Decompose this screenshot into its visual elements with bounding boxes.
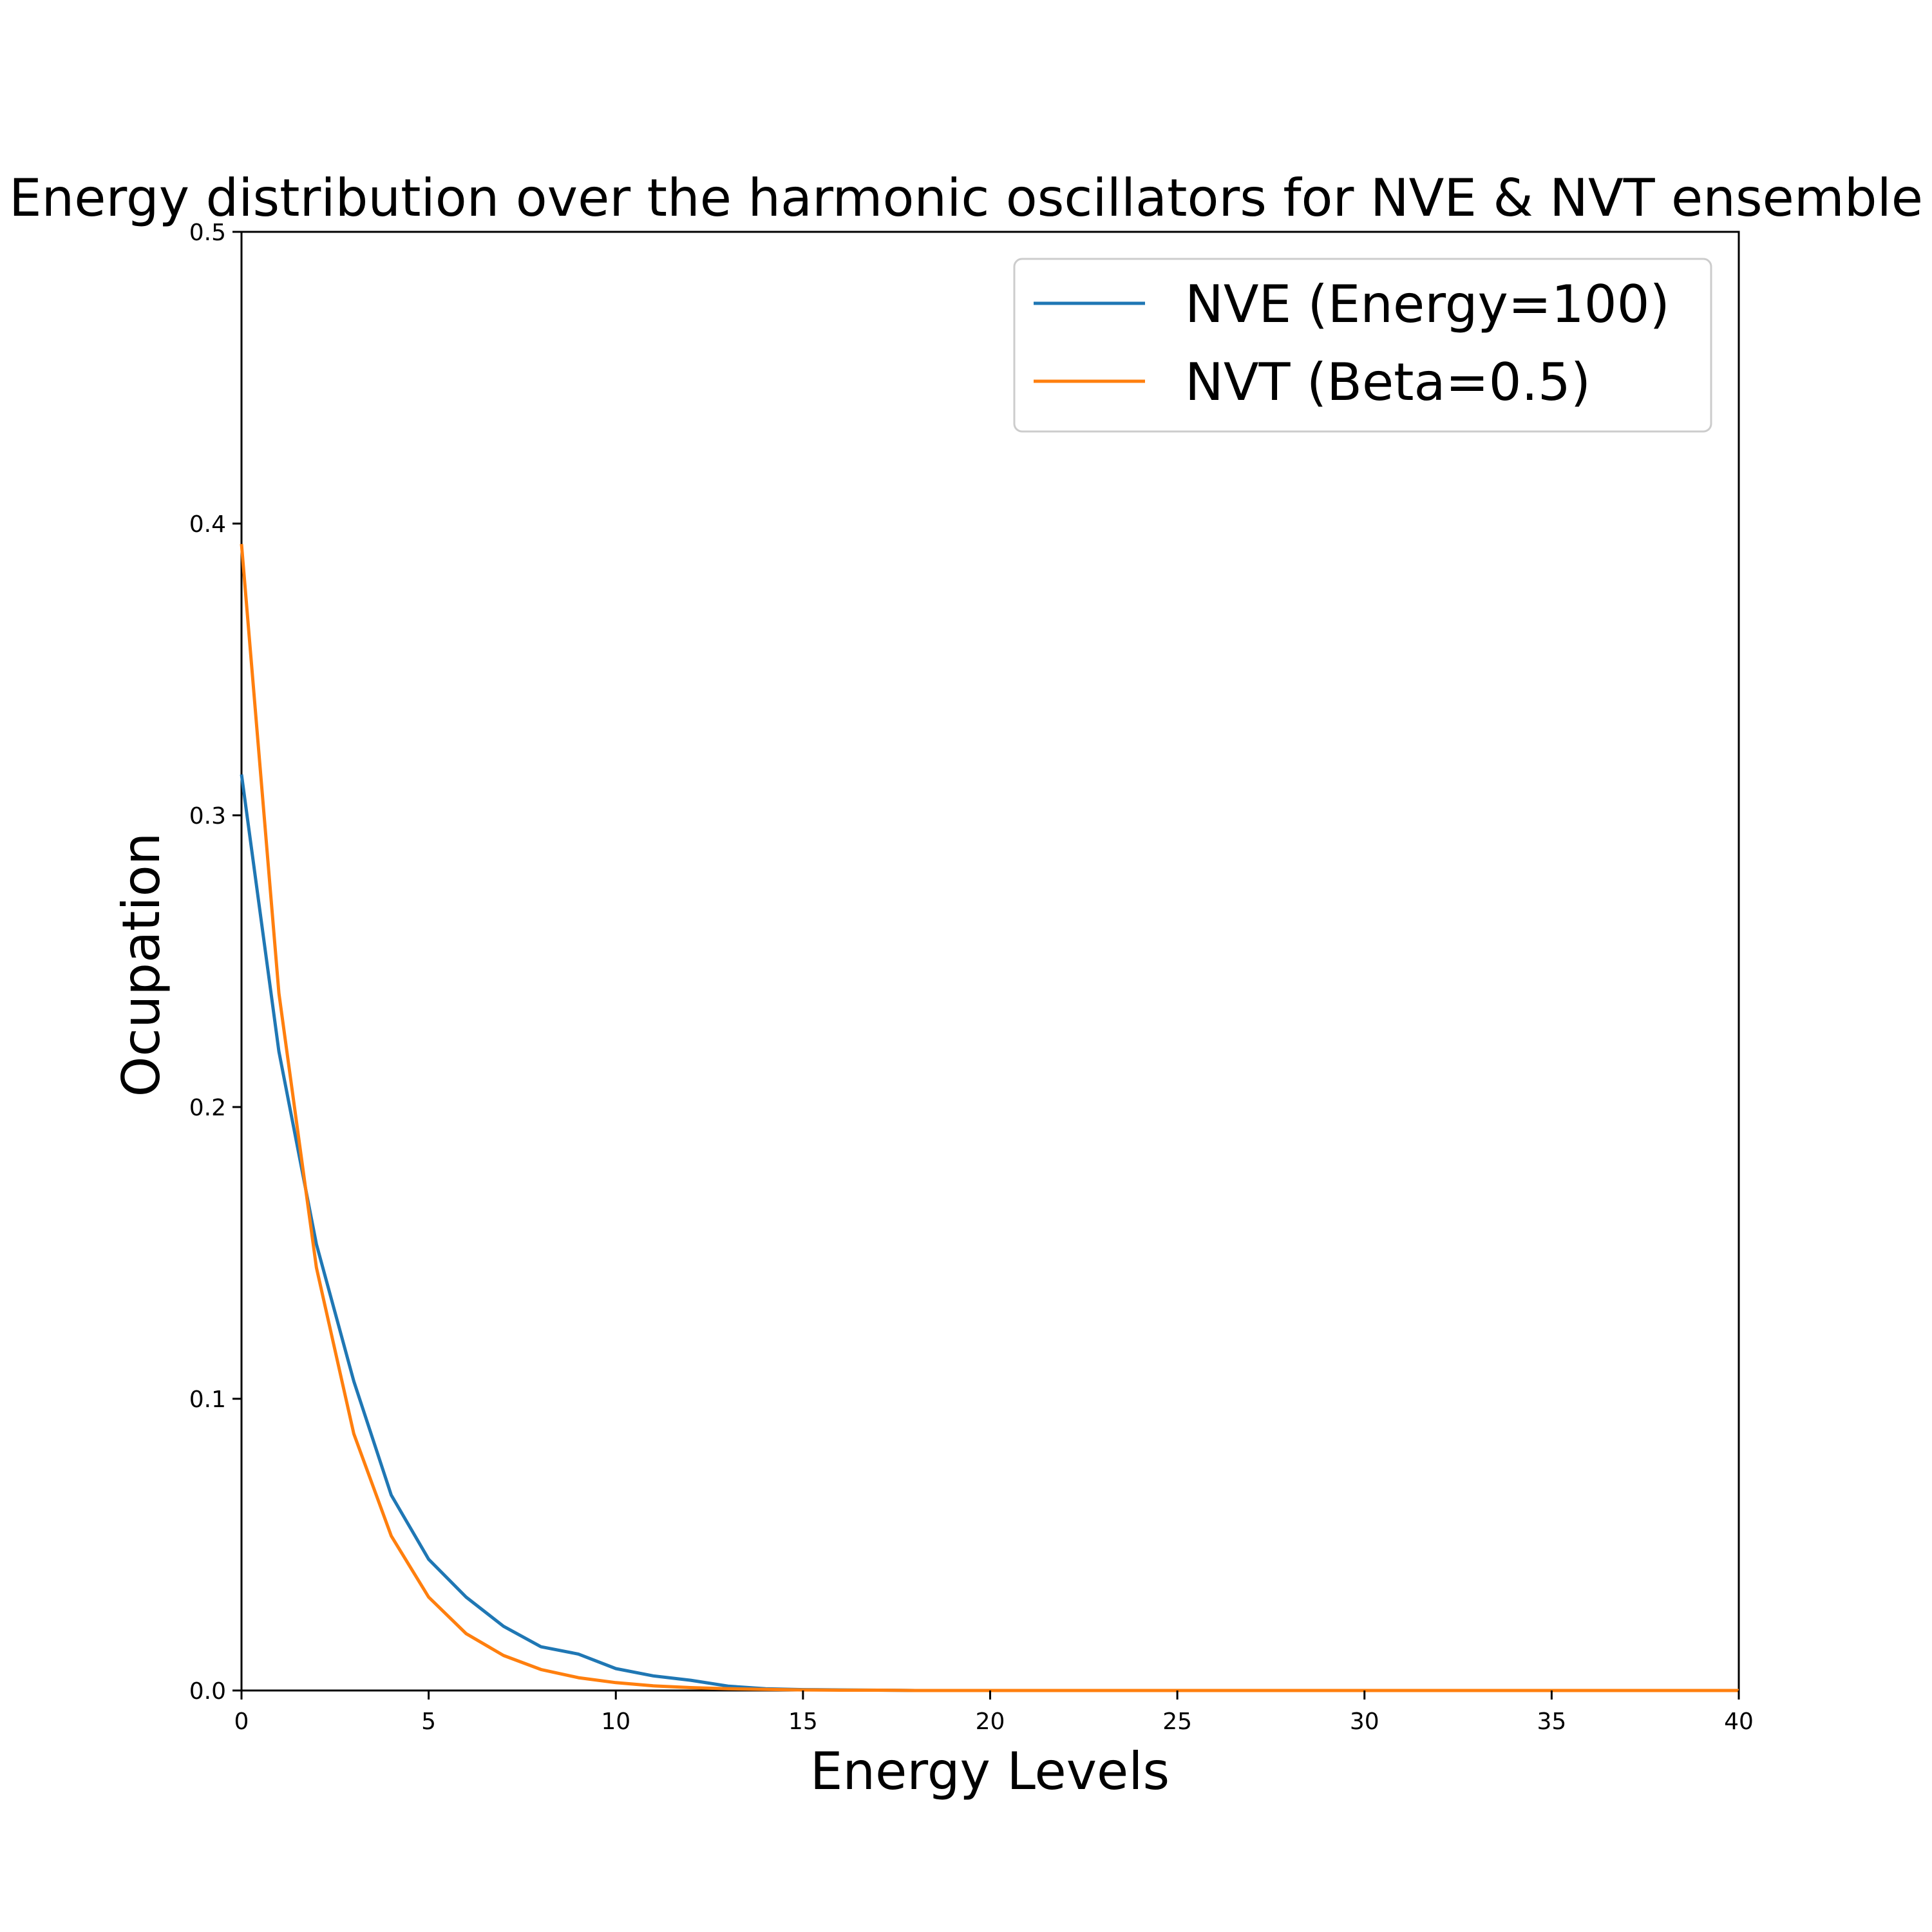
x-tick-label: 40 — [1724, 1709, 1754, 1735]
x-tick-label: 0 — [234, 1709, 249, 1735]
y-axis-title: Ocupation — [111, 833, 171, 1097]
series-layer — [240, 544, 1739, 1692]
x-tick-label: 5 — [421, 1709, 436, 1735]
plot-frame — [240, 231, 1740, 1692]
x-axis-ticks: 0 5 10 15 20 25 30 35 40 — [234, 1690, 1754, 1735]
x-tick-label: 10 — [601, 1709, 630, 1735]
legend-box — [1013, 258, 1712, 433]
series-line-nve — [240, 774, 1739, 1692]
x-tick-label: 30 — [1350, 1709, 1379, 1735]
y-tick-label: 0.3 — [189, 803, 226, 829]
legend-label-nve: NVE (Energy=100) — [1185, 274, 1670, 334]
x-tick-label: 20 — [976, 1709, 1005, 1735]
y-tick-label: 0.2 — [189, 1095, 226, 1121]
x-tick-label: 15 — [788, 1709, 818, 1735]
x-tick-label: 35 — [1537, 1709, 1566, 1735]
plot-area — [240, 231, 1740, 1692]
y-tick-label: 0.5 — [189, 220, 226, 246]
legend: NVE (Energy=100) NVT (Beta=0.5) — [1013, 258, 1712, 433]
y-tick-label: 0.4 — [189, 511, 226, 538]
legend-label-nvt: NVT (Beta=0.5) — [1185, 352, 1591, 412]
series-line-nvt — [240, 544, 1739, 1692]
y-tick-label: 0.0 — [189, 1678, 226, 1705]
y-axis-ticks: 0.0 0.1 0.2 0.3 0.4 0.5 — [189, 220, 242, 1705]
x-axis-title: Energy Levels — [810, 1741, 1170, 1801]
chart-title: Energy distribution over the harmonic os… — [9, 168, 1923, 228]
x-tick-label: 25 — [1162, 1709, 1192, 1735]
y-tick-label: 0.1 — [189, 1387, 226, 1413]
